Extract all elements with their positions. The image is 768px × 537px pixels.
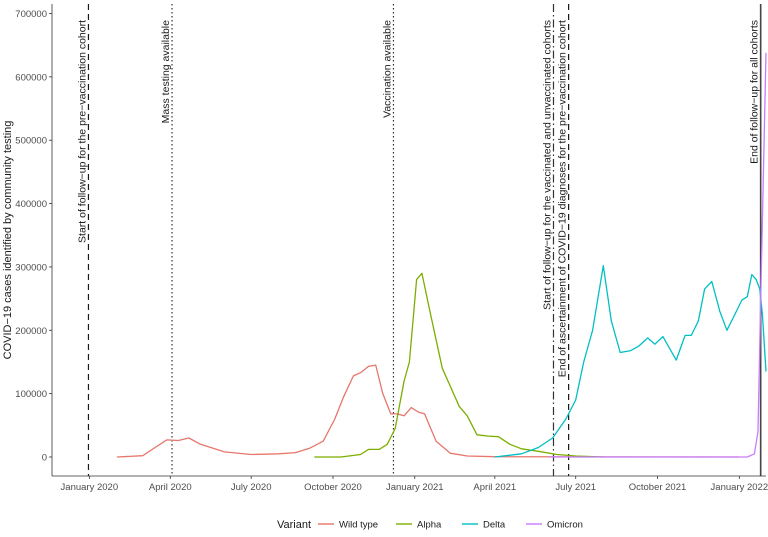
x-tick-label: July 2021 bbox=[555, 482, 596, 493]
y-tick-label: 0 bbox=[42, 452, 47, 463]
series-line-alpha bbox=[314, 272, 604, 458]
legend-label-omicron: Omicron bbox=[547, 520, 583, 531]
x-tick-label: October 2021 bbox=[629, 482, 687, 493]
x-tick-label: January 2021 bbox=[386, 482, 444, 493]
y-tick-label: 700000 bbox=[15, 9, 47, 20]
axes-layer: 0 100000 200000 300000 400000 500000 600000 700… bbox=[2, 4, 768, 493]
y-tick-label: 200000 bbox=[15, 326, 47, 337]
y-tick-label: 100000 bbox=[15, 389, 47, 400]
x-tick-label: January 2022 bbox=[711, 482, 768, 493]
x-tick-label: April 2021 bbox=[473, 482, 516, 493]
annotation-label-4: End of ascertainment of COVID−19 diagnos… bbox=[557, 20, 569, 377]
series-line-omicron bbox=[549, 52, 767, 458]
x-tick-label: April 2020 bbox=[149, 482, 192, 493]
x-tick-label: July 2020 bbox=[231, 482, 272, 493]
series-layer bbox=[116, 52, 767, 458]
legend-label-delta: Delta bbox=[483, 520, 506, 531]
annotation-layer: Start of follow−up for the pre−vaccinati… bbox=[76, 4, 762, 476]
legend-label-alpha: Alpha bbox=[417, 520, 442, 531]
y-tick-label: 300000 bbox=[15, 262, 47, 273]
y-tick-label: 600000 bbox=[15, 72, 47, 83]
annotation-label-3: Start of follow−up for the vaccinated an… bbox=[541, 20, 553, 310]
annotation-label-5: End of follow−up for all cohorts bbox=[749, 20, 761, 164]
x-tick-label: October 2020 bbox=[304, 482, 362, 493]
annotation-label-2: Vaccination available bbox=[381, 20, 393, 118]
legend-title: Variant bbox=[277, 519, 311, 531]
annotation-label-1: Mass testing available bbox=[160, 20, 172, 123]
legend-label-wild-type: Wild type bbox=[339, 520, 378, 531]
series-line-delta bbox=[494, 265, 767, 458]
y-tick-label: 400000 bbox=[15, 199, 47, 210]
x-tick-label: January 2020 bbox=[61, 482, 119, 493]
annotation-label-0: Start of follow−up for the pre−vaccinati… bbox=[76, 20, 88, 243]
y-tick-label: 500000 bbox=[15, 136, 47, 147]
y-axis-title: COVID−19 cases identified by community t… bbox=[2, 121, 14, 360]
series-line-wild-type bbox=[116, 364, 740, 458]
legend: Variant Wild type Alpha Delta Omicron bbox=[277, 519, 583, 531]
